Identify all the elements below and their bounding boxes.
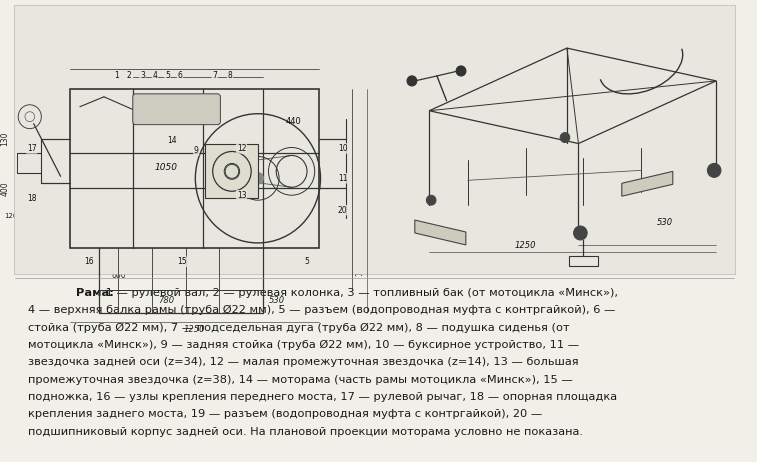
Circle shape [456, 66, 466, 76]
Bar [205, 144, 258, 198]
Polygon shape [621, 171, 673, 196]
Circle shape [708, 164, 721, 177]
Text: 530: 530 [269, 296, 285, 304]
Text: 600: 600 [190, 64, 204, 73]
Text: 6: 6 [177, 72, 182, 80]
Polygon shape [415, 220, 466, 245]
Text: 530: 530 [657, 218, 673, 227]
Text: 5: 5 [165, 72, 170, 80]
Text: 10: 10 [338, 144, 347, 153]
Text: подножка, 16 — узлы крепления переднего моста, 17 — рулевой рычаг, 18 — опорная : подножка, 16 — узлы крепления переднего … [28, 392, 617, 402]
Circle shape [560, 133, 570, 143]
Text: 600: 600 [111, 271, 126, 280]
Text: 18: 18 [27, 194, 36, 203]
Text: 530: 530 [639, 250, 655, 259]
Text: 4: 4 [152, 72, 157, 80]
Text: 130: 130 [0, 131, 9, 146]
Bar [70, 89, 319, 248]
Circle shape [407, 76, 417, 86]
FancyBboxPatch shape [132, 94, 220, 125]
Text: 15: 15 [177, 257, 187, 266]
Text: 1250: 1250 [184, 325, 205, 334]
Circle shape [252, 172, 263, 184]
Text: 170: 170 [355, 261, 364, 276]
Text: 880: 880 [369, 193, 378, 207]
Text: 350: 350 [355, 211, 364, 225]
Text: 1: 1 [114, 72, 119, 80]
Text: 780: 780 [158, 296, 175, 304]
Text: 84: 84 [39, 92, 48, 98]
Text: 17: 17 [27, 144, 36, 153]
Text: 440: 440 [285, 116, 301, 126]
Bar [569, 256, 598, 266]
Text: 11: 11 [338, 174, 347, 183]
Text: 120: 120 [4, 213, 17, 219]
Text: 100: 100 [52, 79, 65, 85]
Text: Рама:: Рама: [76, 288, 114, 298]
Text: крепления заднего моста, 19 — разъем (водопроводная муфта с контргайкой), 20 —: крепления заднего моста, 19 — разъем (во… [28, 409, 542, 419]
Polygon shape [429, 143, 716, 238]
Text: 400: 400 [0, 181, 9, 195]
Text: 9: 9 [194, 146, 199, 155]
Text: 12: 12 [237, 144, 246, 153]
Text: 7: 7 [212, 72, 217, 80]
Text: 2: 2 [126, 72, 131, 80]
Text: 1250: 1250 [515, 241, 536, 250]
Text: подшипниковый корпус задней оси. На плановой проекции моторама условно не показа: подшипниковый корпус задней оси. На план… [28, 427, 583, 437]
Text: 3: 3 [140, 72, 145, 80]
Circle shape [574, 226, 587, 240]
Text: 13: 13 [237, 191, 246, 200]
Text: 1250: 1250 [562, 258, 584, 267]
Text: 4 — верхняя балка рамы (труба Ø22 мм), 5 — разъем (водопроводная муфта с контрга: 4 — верхняя балка рамы (труба Ø22 мм), 5… [28, 305, 615, 315]
Text: звездочка задней оси (z=34), 12 — малая промежуточная звездочка (z=14), 13 — бол: звездочка задней оси (z=34), 12 — малая … [28, 357, 578, 367]
Text: 1 — рулевой вал, 2 — рулевая колонка, 3 — топливный бак (от мотоцикла «Минск»),: 1 — рулевой вал, 2 — рулевая колонка, 3 … [102, 288, 618, 298]
Text: 1050: 1050 [155, 164, 178, 172]
Text: 8: 8 [228, 72, 232, 80]
Text: 20: 20 [338, 206, 347, 215]
Text: мотоцикла «Минск»), 9 — задняя стойка (труба Ø22 мм), 10 — буксирное устройство,: мотоцикла «Минск»), 9 — задняя стойка (т… [28, 340, 579, 350]
Text: 5: 5 [304, 257, 310, 266]
Text: 1050: 1050 [184, 58, 205, 67]
Text: 14: 14 [167, 136, 177, 145]
Text: стойка (труба Ø22 мм), 7 — подседельная дуга (труба Ø22 мм), 8 — подушка сиденья: стойка (труба Ø22 мм), 7 — подседельная … [28, 322, 569, 333]
Text: 440: 440 [355, 113, 364, 128]
Text: 16: 16 [85, 257, 95, 266]
Text: промежуточная звездочка (z=38), 14 — моторама (часть рамы мотоцикла «Минск»), 15: промежуточная звездочка (z=38), 14 — мот… [28, 375, 572, 385]
Circle shape [426, 195, 436, 205]
Bar [14, 6, 735, 274]
